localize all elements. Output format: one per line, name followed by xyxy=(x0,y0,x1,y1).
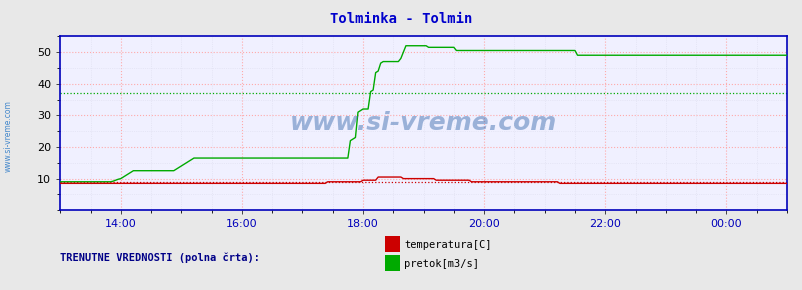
Text: www.si-vreme.com: www.si-vreme.com xyxy=(3,100,13,172)
Text: temperatura[C]: temperatura[C] xyxy=(403,240,491,250)
Text: www.si-vreme.com: www.si-vreme.com xyxy=(290,111,557,135)
Text: TRENUTNE VREDNOSTI (polna črta):: TRENUTNE VREDNOSTI (polna črta): xyxy=(60,253,260,263)
Text: pretok[m3/s]: pretok[m3/s] xyxy=(403,259,478,269)
Text: Tolminka - Tolmin: Tolminka - Tolmin xyxy=(330,12,472,26)
